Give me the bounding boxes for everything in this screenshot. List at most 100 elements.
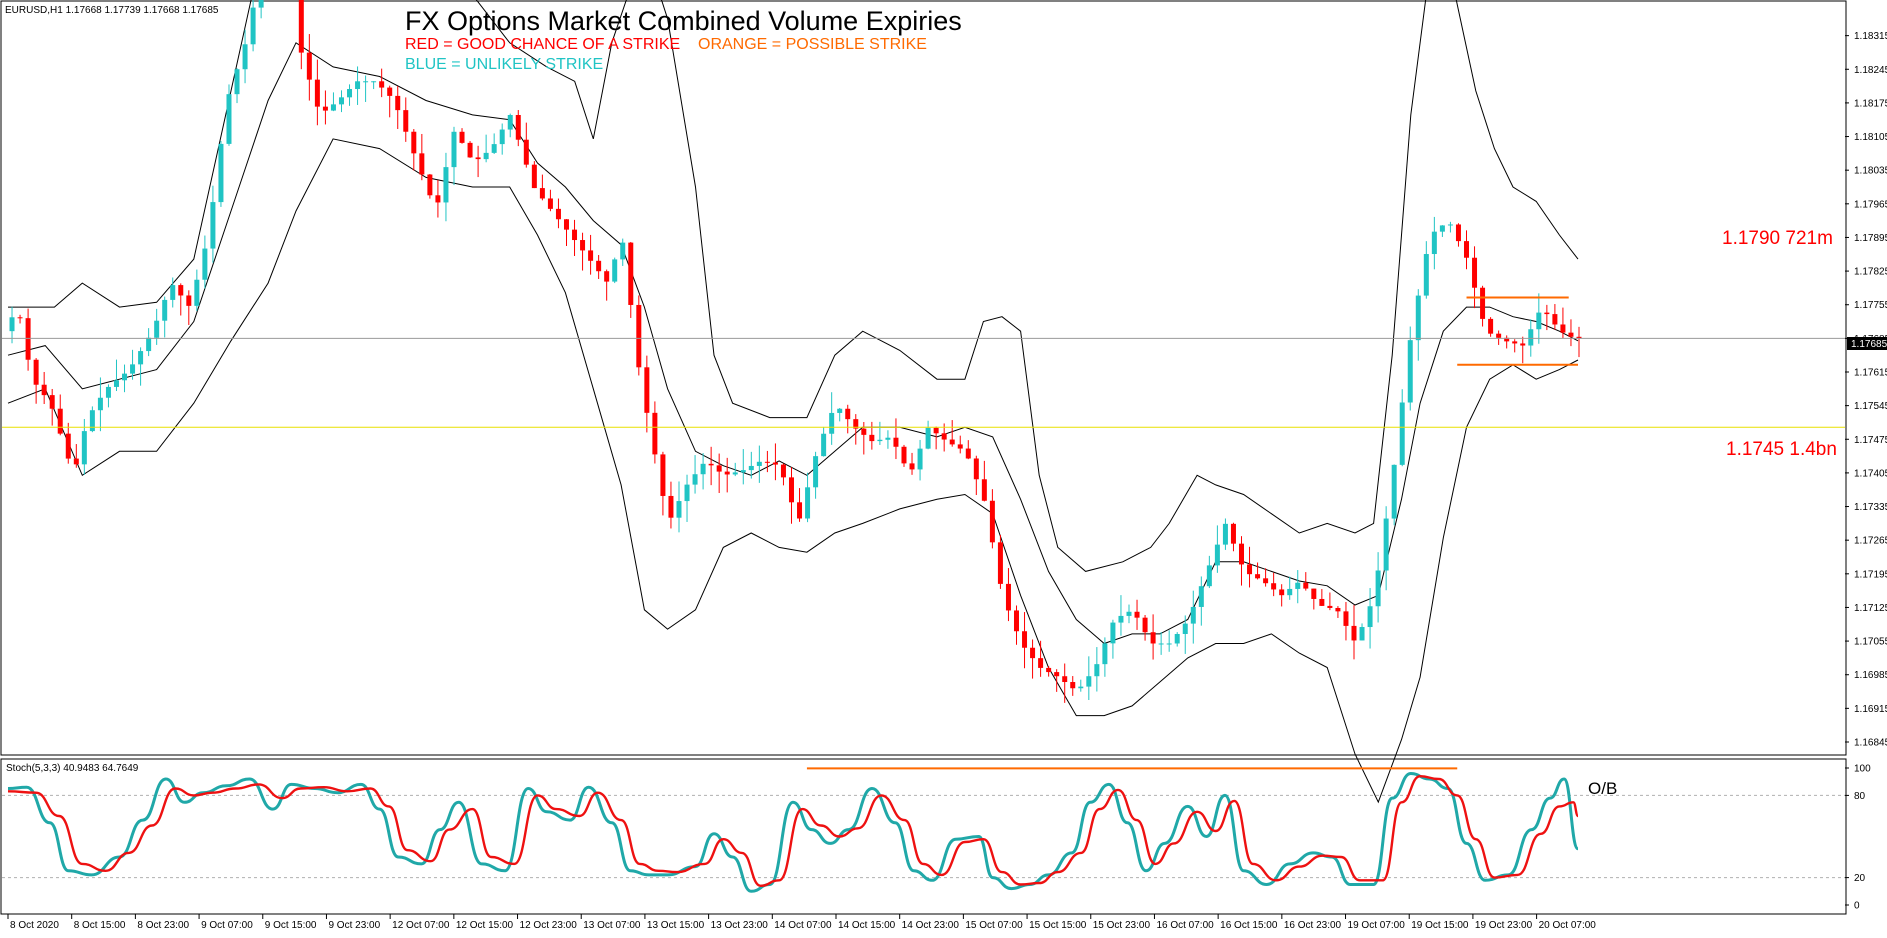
candle-body <box>1447 224 1453 226</box>
candle-body <box>65 433 71 459</box>
stoch-signal-line <box>7 775 1580 887</box>
candle-body <box>797 502 803 519</box>
x-tick-label: 14 Oct 07:00 <box>774 920 832 931</box>
candle-body <box>539 188 545 199</box>
candle-body <box>668 495 674 518</box>
candle-body <box>748 465 754 471</box>
x-tick-label: 9 Oct 15:00 <box>265 920 317 931</box>
candle-body <box>1520 343 1526 346</box>
candle-body <box>411 131 417 154</box>
candle-body <box>740 470 746 473</box>
candle-body <box>1271 583 1277 590</box>
x-tick-label: 12 Oct 23:00 <box>520 920 578 931</box>
candle-body <box>909 463 915 470</box>
candle-body <box>459 131 465 143</box>
candle-body <box>1455 224 1461 242</box>
price-tick-label: 1.17265 <box>1854 536 1887 547</box>
candle-body <box>242 44 248 70</box>
current-price-label: 1.17685 <box>1851 339 1887 350</box>
candle-body <box>1327 605 1333 608</box>
candle-body <box>660 454 666 496</box>
candle-body <box>973 458 979 480</box>
price-tick-label: 1.17965 <box>1854 199 1887 210</box>
candle-body <box>620 242 626 260</box>
candle-body <box>234 69 240 95</box>
candle-body <box>1528 329 1534 346</box>
candle-body <box>322 106 328 111</box>
candle-body <box>563 219 569 230</box>
x-tick-label: 19 Oct 15:00 <box>1411 920 1469 931</box>
candle-body <box>1552 314 1558 325</box>
stoch-tick-label: 100 <box>1854 764 1871 775</box>
candle-body <box>724 471 730 475</box>
candle-body <box>97 397 103 411</box>
candle-body <box>467 142 473 158</box>
candle-body <box>1198 586 1204 607</box>
candle-body <box>1013 610 1019 632</box>
candle-body <box>845 408 851 420</box>
candle-body <box>652 412 658 455</box>
candle-body <box>628 242 634 305</box>
candle-body <box>1102 643 1108 665</box>
candle-body <box>925 427 931 449</box>
candle-body <box>49 395 55 409</box>
stoch-tick-label: 20 <box>1854 873 1866 884</box>
candle-body <box>57 408 63 434</box>
candle-body <box>596 260 602 272</box>
candle-body <box>1086 676 1092 687</box>
price-tick-label: 1.18315 <box>1854 31 1887 42</box>
candle-body <box>113 380 119 387</box>
candle-body <box>1319 598 1325 606</box>
candle-body <box>1094 664 1100 677</box>
candle-body <box>25 318 31 360</box>
candle-body <box>138 351 144 365</box>
candle-body <box>901 446 907 464</box>
stoch-ob-label: O/B <box>1588 779 1617 798</box>
candle-body <box>837 408 843 413</box>
candle-body <box>507 115 513 130</box>
candle-body <box>588 250 594 261</box>
candle-body <box>917 448 923 470</box>
candle-body <box>419 153 425 175</box>
candle-body <box>612 259 618 282</box>
stoch-header: Stoch(5,3,3) 40.9483 64.7649 <box>6 763 139 774</box>
candle-body <box>692 474 698 485</box>
candle-body <box>708 463 714 466</box>
candle-body <box>1134 611 1140 618</box>
candle-body <box>1544 312 1550 315</box>
candle-body <box>604 271 610 282</box>
candle-body <box>218 143 224 203</box>
candle-body <box>170 285 176 300</box>
candle-body <box>1118 615 1124 623</box>
symbol-header: EURUSD,H1 1.17668 1.17739 1.17668 1.1768… <box>5 5 219 16</box>
candle-body <box>1407 340 1413 403</box>
candle-body <box>861 428 867 435</box>
candle-body <box>363 81 369 83</box>
candle-body <box>403 110 409 132</box>
candle-body <box>933 427 939 434</box>
candle-body <box>330 104 336 111</box>
candle-body <box>869 434 875 442</box>
candle-body <box>1351 625 1357 641</box>
candle-body <box>997 542 1003 584</box>
candle-body <box>347 89 353 98</box>
candle-body <box>298 0 304 53</box>
candle-body <box>684 484 690 502</box>
candle-body <box>258 0 264 8</box>
x-tick-label: 13 Oct 15:00 <box>647 920 705 931</box>
candle-body <box>1439 225 1445 232</box>
candle-body <box>435 195 441 203</box>
candle-body <box>491 144 497 153</box>
candle-body <box>1472 257 1478 288</box>
x-tick-label: 19 Oct 23:00 <box>1475 920 1533 931</box>
x-tick-label: 16 Oct 23:00 <box>1284 920 1342 931</box>
bollinger-upper <box>8 0 1579 572</box>
candle-body <box>805 487 811 519</box>
candle-body <box>941 433 947 440</box>
candle-body <box>41 384 47 396</box>
price-tick-label: 1.17825 <box>1854 267 1887 278</box>
candle-body <box>515 115 521 140</box>
candle-body <box>483 152 489 160</box>
price-tick-label: 1.17475 <box>1854 435 1887 446</box>
